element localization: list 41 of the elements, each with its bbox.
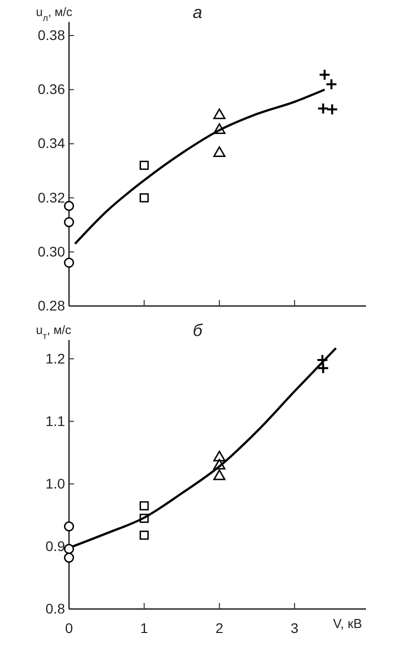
point	[140, 160, 149, 170]
x-tick-label: 1	[140, 620, 148, 636]
y-tick-label: 0.9	[46, 538, 66, 554]
point	[140, 193, 149, 202]
y-tick-label: 0.34	[38, 135, 66, 152]
y-tick-label: 1.2	[46, 350, 66, 366]
x-axis-title: V, кВ	[332, 616, 362, 631]
point	[318, 68, 331, 81]
point	[213, 146, 226, 157]
point	[140, 530, 149, 540]
x-tick-label: 3	[290, 620, 299, 636]
chart-title: а	[192, 3, 202, 22]
y-tick-label: 0.36	[38, 81, 66, 98]
point	[213, 450, 226, 462]
point	[64, 217, 74, 228]
point	[64, 521, 74, 532]
point	[140, 501, 149, 510]
point	[64, 544, 74, 554]
y-tick-label: 0.28	[38, 297, 66, 314]
point	[326, 103, 338, 116]
y-tick-label: 0.8	[46, 600, 66, 616]
point	[64, 552, 74, 563]
x-tick-label: 2	[215, 620, 224, 636]
point	[213, 469, 226, 480]
x-tick-label: 0	[65, 620, 74, 636]
y-tick-label: 1.1	[46, 412, 66, 429]
point	[316, 354, 328, 366]
point	[64, 200, 74, 211]
line-series	[74, 88, 326, 245]
y-tick-label: 0.38	[38, 27, 66, 44]
point	[317, 362, 330, 374]
y-axis-title: u$_{т}$, м/с	[36, 323, 72, 341]
chart-title: б	[192, 321, 204, 340]
y-tick-label: 1.0	[46, 475, 66, 492]
point	[213, 108, 226, 120]
point	[317, 102, 330, 115]
y-tick-label: 0.32	[38, 189, 66, 206]
point	[325, 78, 338, 90]
y-tick-label: 0.30	[38, 243, 66, 260]
y-axis-title: u$_{л}$, м/с	[36, 5, 72, 23]
point	[64, 258, 74, 268]
